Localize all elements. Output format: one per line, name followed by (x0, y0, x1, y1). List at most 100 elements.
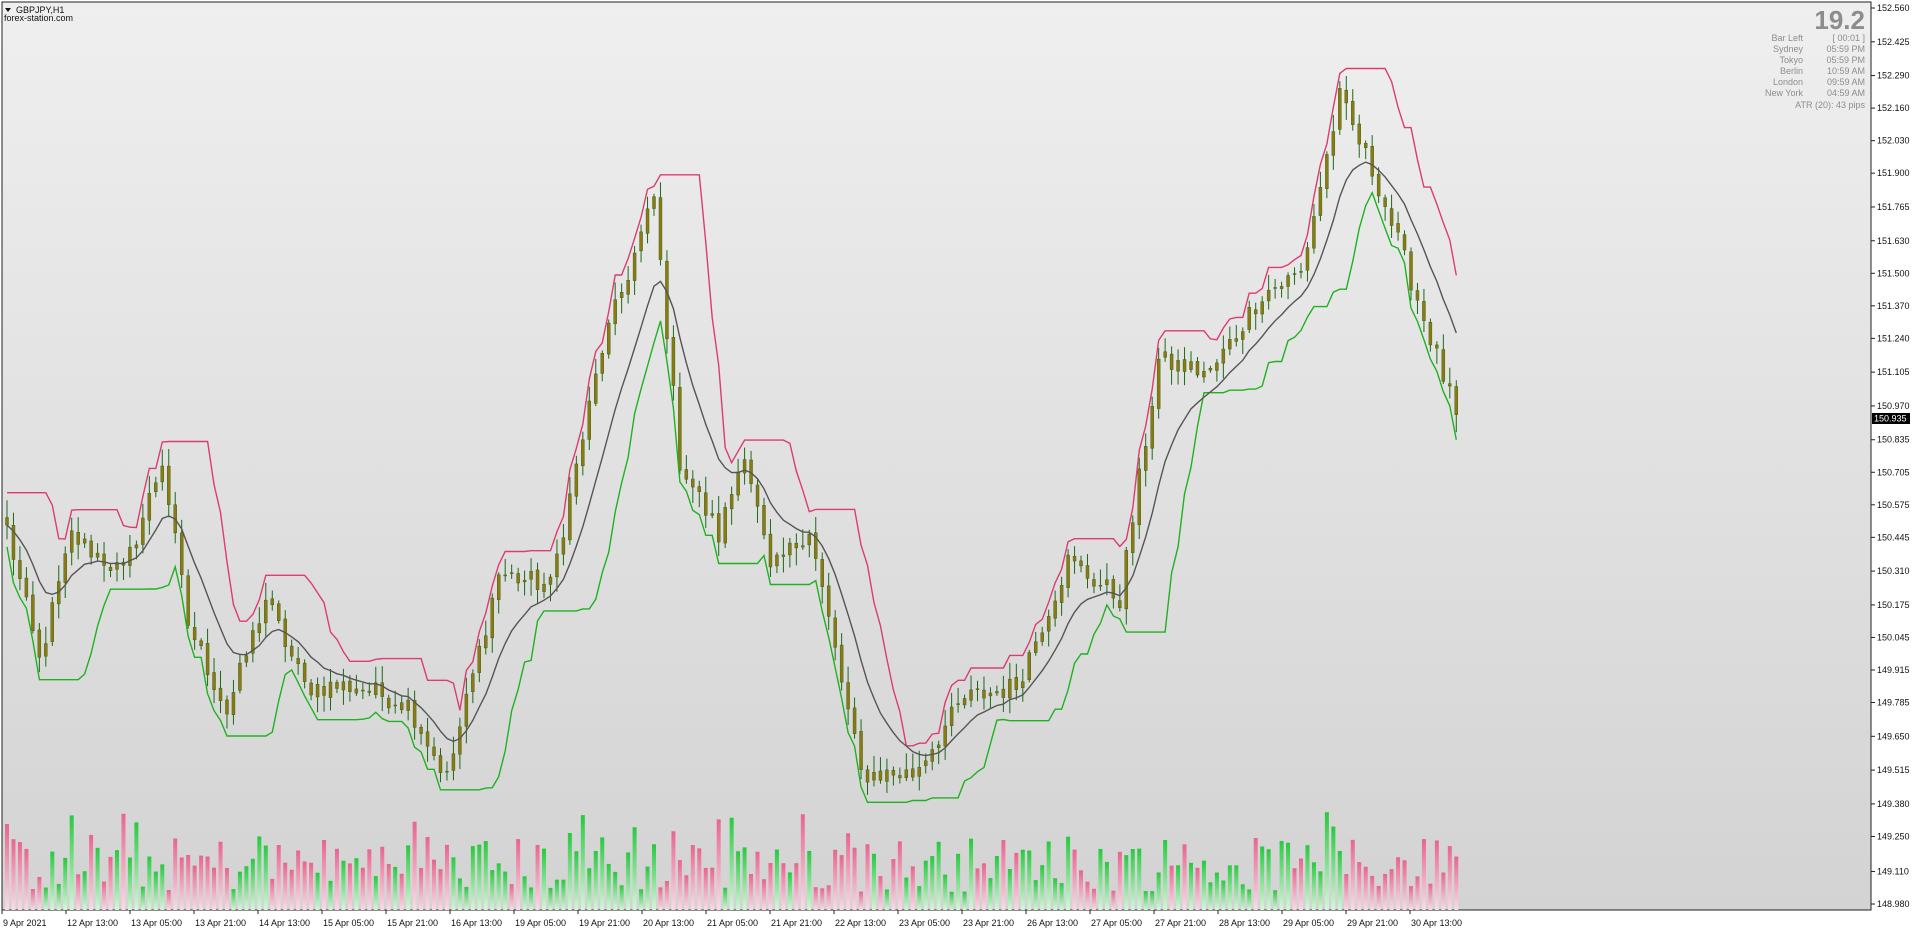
candle-body (289, 645, 294, 657)
candle-body (199, 640, 203, 646)
candle-body (1454, 386, 1458, 415)
session-label: London (1773, 77, 1803, 87)
candle-body (885, 769, 889, 782)
time-tick-label: 19 Apr 21:00 (579, 918, 630, 928)
price-axis[interactable]: 152.560 152.425 152.290 152.160 152.030 151.9… (1870, 2, 1910, 910)
candle-body (613, 299, 617, 325)
volume-bar (742, 847, 747, 910)
candle-body (95, 552, 100, 558)
volume-bar (1189, 862, 1194, 910)
candle-body (717, 513, 721, 543)
volume-bar (1299, 858, 1303, 910)
candle-body (1357, 123, 1361, 145)
candle-body (1228, 339, 1232, 350)
candle-body (1441, 349, 1446, 382)
volume-bar (17, 842, 22, 910)
time-axis[interactable]: 9 Apr 2021 12 Apr 13:00 13 Apr 05:00 13 Apr… (1, 910, 1462, 928)
volume-bar (69, 815, 74, 910)
session-clock-panel: Bar Left [ 00:01 ] Sydney 05:59 PM Tokyo 05:5… (1765, 33, 1865, 98)
price-tick-label: 151.765 (1877, 202, 1910, 212)
volume-bar (108, 856, 113, 910)
volume-bar (626, 852, 631, 910)
candle-body (31, 594, 35, 631)
volume-bar (30, 889, 35, 910)
candle-body (225, 699, 229, 715)
volume-bar (1279, 840, 1284, 910)
price-tick-label: 152.560 (1877, 3, 1910, 13)
price-tick-label: 150.175 (1877, 600, 1910, 610)
volume-bar (761, 879, 766, 910)
volume-bar (354, 858, 359, 910)
time-tick-label: 30 Apr 13:00 (1411, 918, 1462, 928)
volume-bar (140, 886, 145, 910)
candle-body (1118, 600, 1122, 608)
volume-bar (1124, 855, 1129, 910)
candle-body (962, 698, 967, 706)
candle-body (1131, 522, 1135, 553)
candle-body (108, 566, 113, 572)
candle-body (755, 484, 760, 507)
volume-bar (1137, 848, 1142, 910)
candle-body (128, 546, 132, 566)
candle-body (1053, 600, 1057, 619)
volume-bar (677, 860, 682, 910)
candle-body (1182, 359, 1187, 372)
volume-bar (244, 866, 249, 910)
candle-body (503, 574, 507, 577)
price-tick-label: 150.835 (1877, 435, 1910, 445)
volume-bar (43, 887, 48, 910)
candle-body (1325, 154, 1329, 190)
volume-bar (865, 844, 870, 910)
candle-body (1331, 131, 1336, 156)
volume-bar (1098, 848, 1103, 910)
volume-bar (1311, 862, 1316, 910)
price-tick-label: 149.915 (1877, 665, 1910, 675)
volume-bar (302, 861, 307, 910)
candle-body (729, 494, 734, 510)
volume-bar (1085, 881, 1090, 910)
candle-body (315, 684, 320, 698)
volume-bar (503, 871, 508, 910)
volume-bar (1201, 860, 1206, 910)
volume-bar (1091, 888, 1096, 910)
candle-body (936, 744, 941, 748)
volume-bar (664, 881, 669, 910)
candle-body (134, 544, 139, 549)
volume-bar (1059, 883, 1064, 910)
price-tick-label: 150.310 (1877, 566, 1910, 576)
candle-body (399, 702, 404, 711)
volume-bar (490, 870, 495, 910)
candle-body (76, 532, 80, 545)
symbol-menu-icon[interactable] (5, 8, 11, 12)
volume-bar (1318, 871, 1323, 910)
volume-bar (237, 871, 242, 910)
volume-bar (943, 874, 948, 910)
candle-body (1370, 146, 1374, 177)
candle-body (361, 689, 365, 692)
candle-body (44, 643, 48, 657)
candle-body (1409, 251, 1413, 291)
time-tick-label: 12 Apr 13:00 (67, 918, 118, 928)
price-tick-label: 152.030 (1877, 136, 1910, 146)
volume-bar (1040, 865, 1045, 910)
candle-body (354, 688, 359, 694)
volume-bar (127, 857, 132, 910)
candle-body (1098, 585, 1103, 587)
volume-bar (1117, 851, 1122, 910)
candle-body (1021, 681, 1025, 689)
volume-bar (1176, 865, 1181, 910)
candle-body (697, 486, 701, 492)
volume-bar (749, 873, 754, 910)
candle-body (1396, 223, 1400, 233)
volume-bar (794, 863, 799, 910)
volume-bar (134, 822, 139, 910)
volume-bar (199, 855, 204, 910)
candle-body (1389, 208, 1394, 226)
volume-bar (574, 851, 579, 910)
price-tick-label: 150.575 (1877, 500, 1910, 510)
volume-bar (1053, 878, 1058, 910)
candle-body (1176, 360, 1180, 372)
volume-bar (283, 862, 288, 910)
